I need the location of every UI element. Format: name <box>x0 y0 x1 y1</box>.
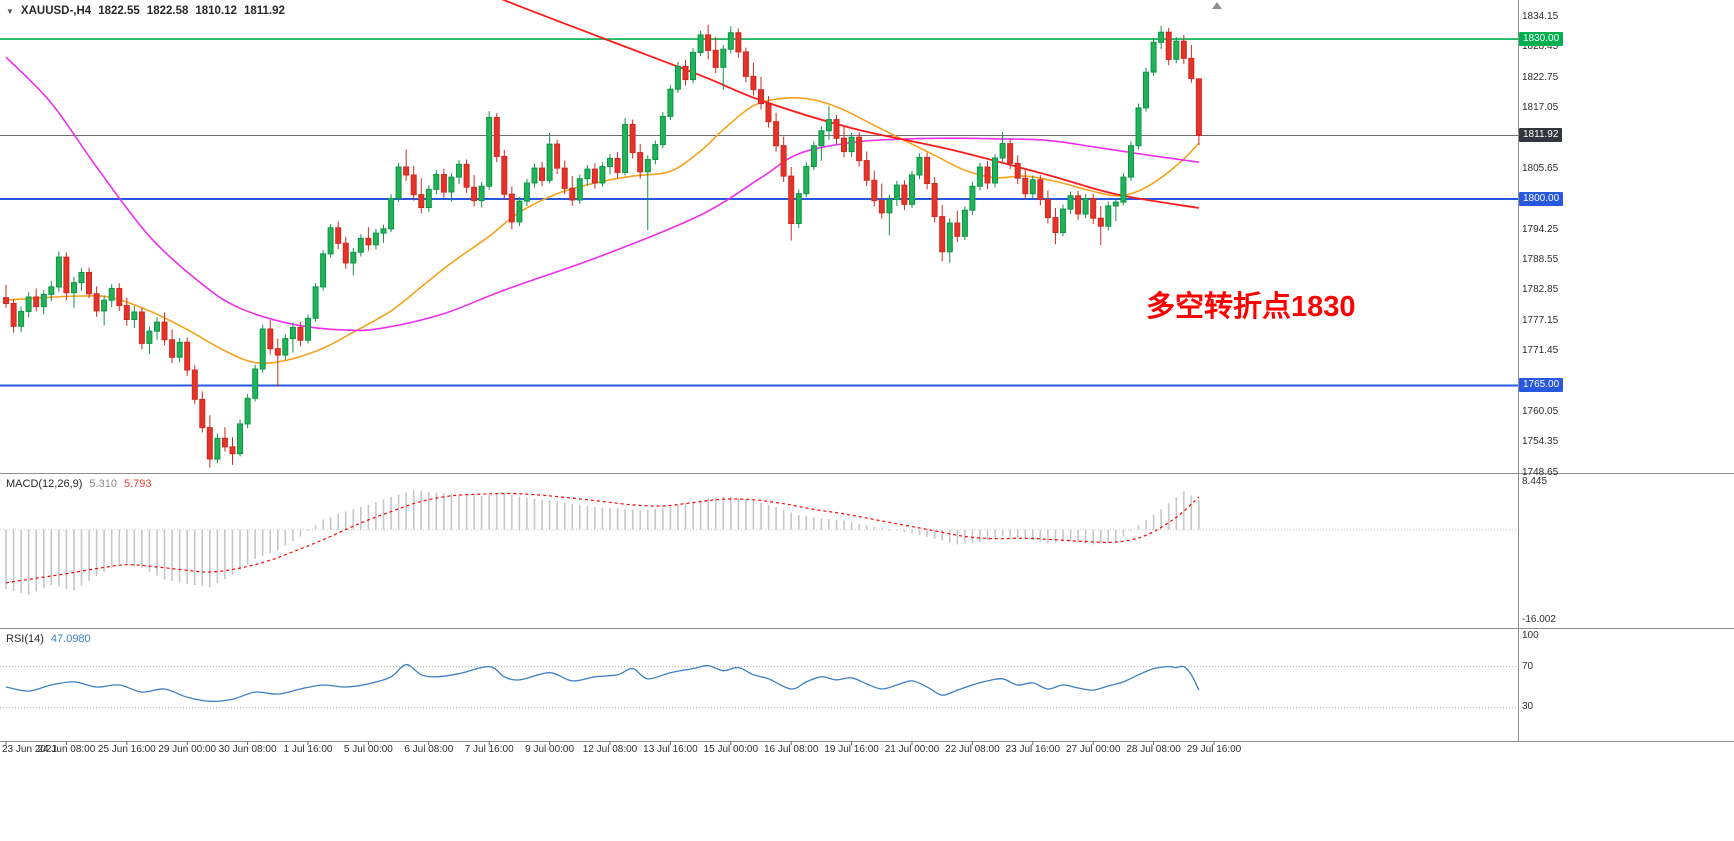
macd-histogram <box>5 490 1200 595</box>
macd-name: MACD(12,26,9) <box>6 478 83 490</box>
macd-signal-value: 5.793 <box>123 478 152 490</box>
rsi-line <box>5 663 1200 703</box>
chevron-down-icon[interactable]: ▼ <box>6 6 14 16</box>
symbol-ohlc-readout: ▼ XAUUSD-,H4 1822.55 1822.58 1810.12 181… <box>6 5 285 17</box>
rsi-indicator-label: RSI(14) 47.0980 <box>6 633 91 645</box>
macd-main-value: 5.310 <box>89 478 117 490</box>
rsi-name: RSI(14) <box>6 633 44 645</box>
ohlc-high: 1822.58 <box>146 5 189 17</box>
symbol-period-label: XAUUSD-,H4 <box>20 5 92 17</box>
macd-signal-line <box>5 492 1200 584</box>
ma-mid-magenta <box>5 56 1200 332</box>
ma-long-red <box>501 0 1200 209</box>
ohlc-low: 1810.12 <box>195 5 237 17</box>
ohlc-close: 1811.92 <box>243 5 285 17</box>
macd-indicator-label: MACD(12,26,9) 5.310 5.793 <box>6 478 151 490</box>
ohlc-open: 1822.55 <box>98 5 140 17</box>
autoscroll-shift-marker <box>1212 2 1222 9</box>
rsi-value: 47.0980 <box>50 633 91 645</box>
ma-fast-orange <box>5 97 1200 365</box>
chart-annotation-text: 多空转折点1830 <box>1146 291 1356 323</box>
candles-layer <box>3 24 1202 468</box>
